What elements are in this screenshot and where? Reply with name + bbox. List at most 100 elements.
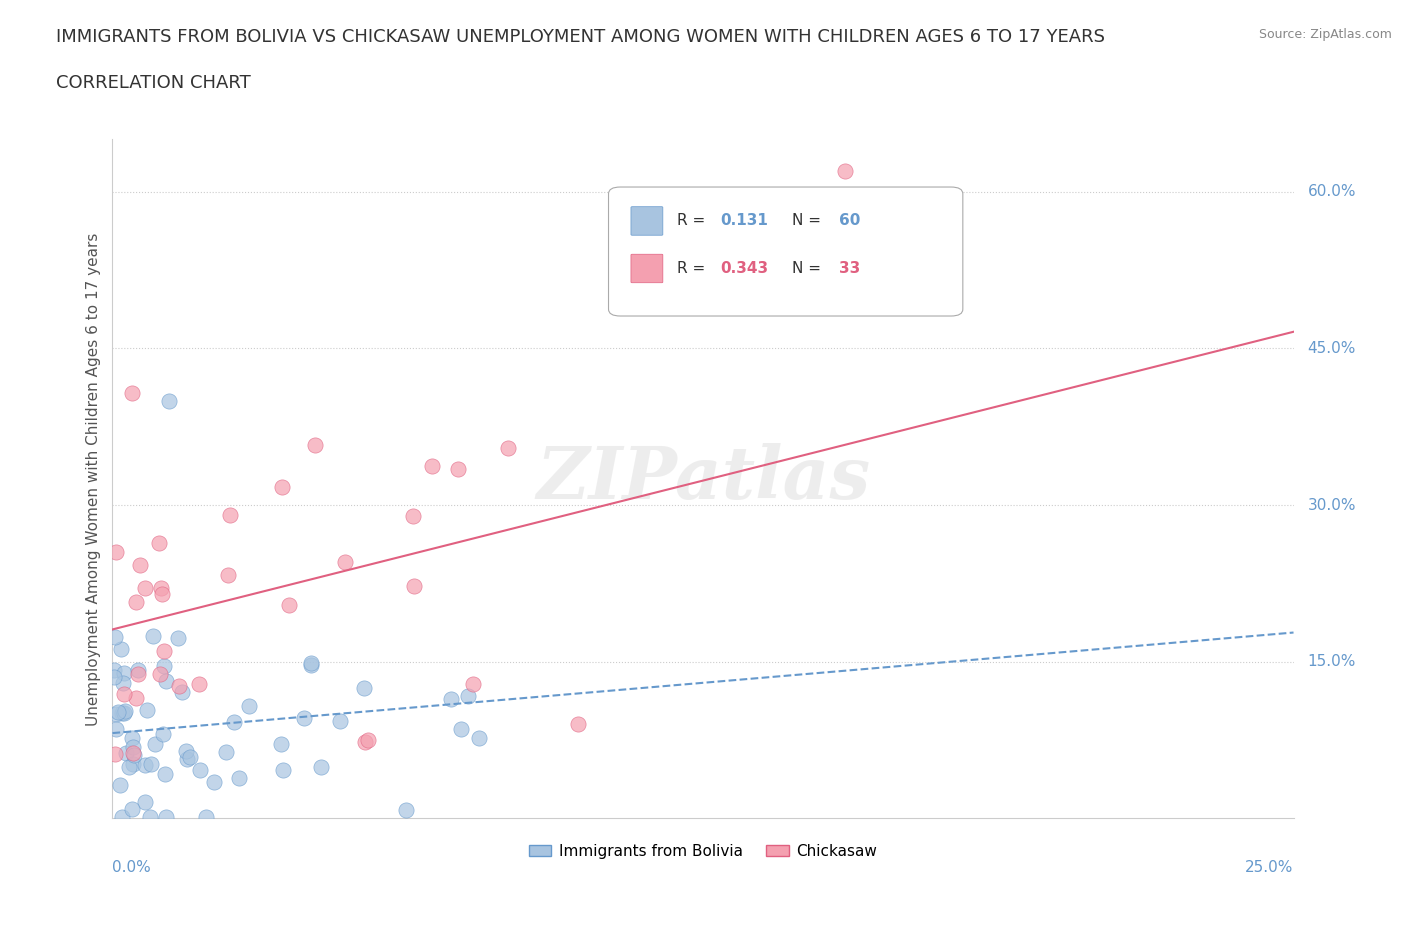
Chickasaw [217,568,239,583]
Immigrants from Bolivia [195,810,218,825]
Immigrants from Bolivia [299,655,322,670]
Immigrants from Bolivia [108,777,131,792]
Immigrants from Bolivia [134,795,156,810]
Chickasaw [304,438,326,453]
Immigrants from Bolivia [112,706,135,721]
Text: 25.0%: 25.0% [1246,860,1294,875]
Immigrants from Bolivia [292,711,315,725]
Immigrants from Bolivia [141,757,163,772]
Immigrants from Bolivia [172,685,194,700]
Immigrants from Bolivia [121,731,143,746]
Immigrants from Bolivia [215,745,238,760]
Text: 15.0%: 15.0% [1308,654,1355,670]
Legend: Immigrants from Bolivia, Chickasaw: Immigrants from Bolivia, Chickasaw [523,838,883,865]
Immigrants from Bolivia [143,737,166,751]
Immigrants from Bolivia [179,750,201,764]
Immigrants from Bolivia [103,663,125,678]
Text: 45.0%: 45.0% [1308,341,1355,356]
Chickasaw [420,458,443,473]
Immigrants from Bolivia [152,726,174,741]
Text: 0.0%: 0.0% [112,860,152,875]
Immigrants from Bolivia [122,740,145,755]
Chickasaw [153,644,176,658]
Immigrants from Bolivia [228,770,250,785]
Immigrants from Bolivia [157,393,180,408]
Immigrants from Bolivia [121,802,143,817]
Immigrants from Bolivia [153,767,176,782]
Immigrants from Bolivia [107,705,129,720]
Immigrants from Bolivia [104,707,127,722]
Text: 60: 60 [839,214,860,229]
Chickasaw [219,508,242,523]
Chickasaw [354,734,377,749]
Chickasaw [112,686,135,701]
Immigrants from Bolivia [270,737,292,751]
FancyBboxPatch shape [631,206,662,235]
Chickasaw [150,580,173,595]
Text: 0.131: 0.131 [721,214,769,229]
Immigrants from Bolivia [139,810,162,825]
Chickasaw [150,587,173,602]
Chickasaw [148,536,170,551]
Immigrants from Bolivia [299,658,322,672]
Immigrants from Bolivia [309,759,332,774]
Text: R =: R = [678,261,710,276]
Immigrants from Bolivia [353,681,375,696]
Chickasaw [105,545,128,560]
Immigrants from Bolivia [112,666,135,681]
Text: IMMIGRANTS FROM BOLIVIA VS CHICKASAW UNEMPLOYMENT AMONG WOMEN WITH CHILDREN AGES: IMMIGRANTS FROM BOLIVIA VS CHICKASAW UNE… [56,28,1105,46]
Immigrants from Bolivia [112,675,135,690]
Chickasaw [125,690,148,705]
Immigrants from Bolivia [450,722,472,737]
Immigrants from Bolivia [153,658,176,673]
Immigrants from Bolivia [115,746,138,761]
Immigrants from Bolivia [103,670,125,684]
Immigrants from Bolivia [111,810,134,825]
Immigrants from Bolivia [122,748,145,763]
Immigrants from Bolivia [222,714,245,729]
Chickasaw [122,746,145,761]
Chickasaw [567,716,589,731]
Chickasaw [124,595,146,610]
Chickasaw [129,558,152,573]
Chickasaw [134,580,156,595]
Chickasaw [463,676,485,691]
Chickasaw [834,164,856,179]
Text: ZIPatlas: ZIPatlas [536,444,870,514]
Immigrants from Bolivia [111,705,134,720]
Y-axis label: Unemployment Among Women with Children Ages 6 to 17 years: Unemployment Among Women with Children A… [86,232,101,725]
Chickasaw [187,676,209,691]
Chickasaw [149,667,172,682]
Immigrants from Bolivia [127,663,149,678]
Chickasaw [270,480,292,495]
Immigrants from Bolivia [105,722,128,737]
Immigrants from Bolivia [395,802,418,817]
Immigrants from Bolivia [142,629,165,644]
Text: N =: N = [792,214,825,229]
Chickasaw [402,579,425,594]
Chickasaw [167,679,190,694]
Chickasaw [402,509,425,524]
Immigrants from Bolivia [122,756,145,771]
Immigrants from Bolivia [110,642,132,657]
Immigrants from Bolivia [155,810,177,825]
Immigrants from Bolivia [457,688,479,703]
Immigrants from Bolivia [176,752,198,767]
Immigrants from Bolivia [118,760,141,775]
Immigrants from Bolivia [114,704,136,719]
Text: 33: 33 [839,261,860,276]
Immigrants from Bolivia [271,763,294,777]
Immigrants from Bolivia [202,774,225,789]
Chickasaw [104,746,127,761]
FancyBboxPatch shape [609,187,963,316]
Immigrants from Bolivia [104,630,127,644]
Immigrants from Bolivia [440,691,463,706]
Immigrants from Bolivia [134,758,156,773]
Text: R =: R = [678,214,710,229]
Immigrants from Bolivia [155,673,177,688]
Text: N =: N = [792,261,825,276]
Immigrants from Bolivia [238,699,260,714]
FancyBboxPatch shape [631,254,662,283]
Chickasaw [278,597,301,612]
Text: Source: ZipAtlas.com: Source: ZipAtlas.com [1258,28,1392,41]
